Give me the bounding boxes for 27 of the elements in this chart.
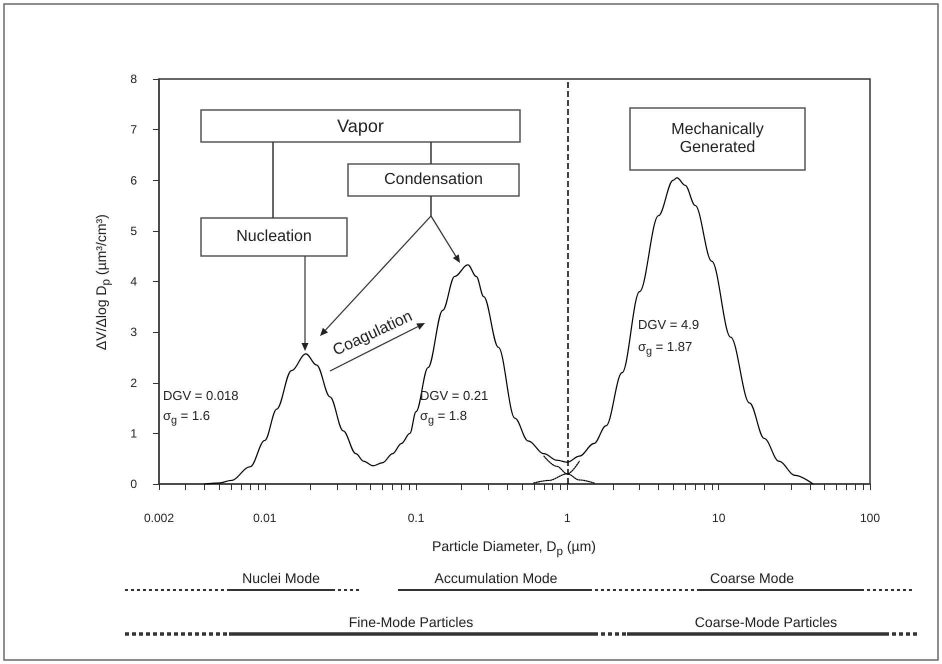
x-tick-label: 0.002: [144, 511, 174, 525]
x-tick-label: 1: [564, 511, 572, 525]
annotation: DGV = 4.9: [638, 317, 700, 333]
x-axis-title: Particle Diameter, D$_{p}$ (µm): [431, 538, 597, 558]
y-tick-label: 2: [130, 376, 138, 390]
annotation: DGV = 0.21: [420, 388, 488, 404]
y-tick-label: 4: [130, 274, 138, 288]
text: Coarse-Mode Particles: [694, 614, 838, 630]
x-tick-label: 0.01: [253, 511, 277, 525]
annotation: σ$_{g}$ = 1.8: [420, 408, 467, 428]
annotation: σ$_{g}$ = 1.6: [163, 408, 210, 428]
y-tick-label: 8: [130, 72, 138, 86]
text: Accumulation Mode: [434, 570, 558, 586]
y-tick-label: 0: [130, 477, 138, 491]
y-tick-label: 6: [130, 173, 138, 188]
annotation: DGV = 0.018: [163, 388, 239, 404]
text: Fine-Mode Particles: [348, 614, 474, 630]
x-tick-label: 0.1: [408, 511, 425, 525]
x-tick-label: 10: [712, 511, 726, 525]
y-tick-label: 1: [130, 426, 138, 440]
x-tick-label: 100: [860, 511, 880, 525]
y-tick-label: 7: [130, 122, 138, 137]
y-tick-label: 5: [130, 224, 138, 238]
annotation: σ$_{g}$ = 1.87: [638, 339, 692, 358]
text: Nuclei Mode: [241, 570, 321, 586]
y-tick-label: 3: [130, 325, 138, 340]
text: Coarse Mode: [708, 570, 796, 586]
